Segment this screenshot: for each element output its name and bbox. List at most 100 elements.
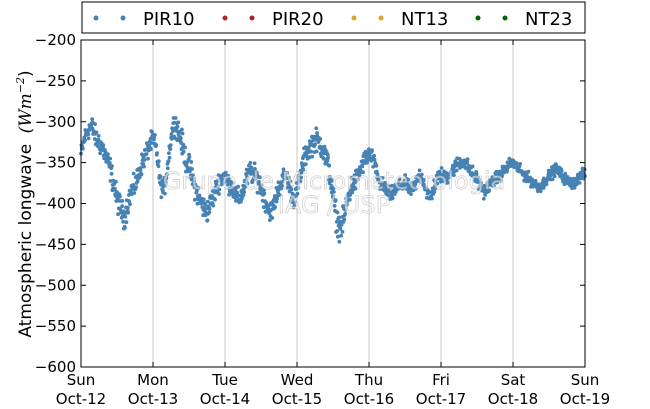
pir10-point [86, 132, 91, 137]
pir10-point [298, 179, 303, 184]
pir10-point [252, 161, 257, 166]
pir10-point [335, 229, 339, 233]
legend-label-nt23: NT23 [525, 9, 572, 30]
x-tick-label-day: Thu [354, 371, 383, 389]
legend-marker-pir20-b [249, 15, 255, 21]
pir10-point [168, 143, 173, 148]
pir10-point [439, 166, 444, 170]
pir10-point [248, 161, 253, 165]
x-tick-label-day: Wed [281, 371, 314, 389]
pir10-point [189, 160, 194, 164]
pir10-point [301, 167, 306, 172]
pir10-point [500, 174, 504, 178]
y-tick-label: −300 [35, 113, 76, 131]
pir10-point [118, 194, 122, 199]
pir10-point [458, 166, 462, 170]
pir10-point [106, 152, 110, 157]
legend-marker-pir20-a [222, 15, 228, 21]
pir10-point [336, 234, 340, 239]
pir10-point [512, 165, 516, 170]
pir10-point [477, 177, 481, 182]
pir10-point [541, 186, 546, 190]
data-points [79, 116, 587, 244]
pir10-point [132, 191, 137, 195]
pir10-point [367, 153, 372, 158]
pir10-point [400, 186, 405, 191]
pir10-point [433, 186, 438, 191]
pir10-point [242, 190, 247, 195]
legend-entry-nt23: NT23 [475, 9, 572, 30]
legend-marker-nt23-a [475, 15, 481, 21]
pir10-point [262, 191, 267, 196]
pir10-point [343, 212, 347, 216]
pir10-point [205, 199, 210, 204]
pir10-point [533, 179, 538, 183]
legend: PIR10 PIR20 NT13 NT23 [81, 1, 586, 34]
pir10-point [340, 230, 345, 234]
pir10-point [192, 197, 197, 202]
pir10-point [454, 168, 459, 173]
pir10-point [353, 186, 358, 191]
pir10-point [159, 195, 164, 200]
pir10-point [110, 164, 114, 168]
legend-marker-nt13-b [378, 15, 384, 21]
pir10-point [185, 165, 190, 170]
pir10-point [164, 176, 169, 180]
pir10-point [417, 168, 422, 173]
pir10-point [552, 174, 557, 179]
pir10-point [226, 176, 231, 181]
pir10-point [109, 171, 114, 176]
pir10-point [303, 162, 308, 167]
pir10-point [293, 200, 297, 205]
pir10-point [526, 169, 531, 174]
x-grid [152, 40, 514, 367]
pir10-point [377, 175, 382, 180]
pir10-point [120, 204, 124, 209]
pir10-point [315, 131, 319, 135]
pir10-point [245, 175, 250, 179]
pir10-point [249, 165, 254, 170]
pir10-point [153, 133, 157, 137]
x-tick-label-date: Oct-14 [200, 390, 250, 408]
pir10-point [559, 168, 564, 173]
pir10-point [203, 203, 208, 207]
pir10-point [396, 180, 401, 185]
pir10-point [337, 215, 341, 220]
pir10-point [565, 174, 570, 179]
pir10-point [318, 137, 323, 141]
pir10-point [348, 193, 352, 197]
pir10-point [163, 191, 167, 196]
pir10-point [123, 225, 127, 230]
pir10-point [149, 147, 153, 152]
pir10-point [230, 181, 235, 185]
pir10-point [134, 185, 139, 190]
x-tick-label-date: Oct-17 [416, 390, 466, 408]
y-tick-label: −400 [35, 195, 76, 213]
pir10-point [481, 196, 486, 201]
pir10-point [325, 158, 330, 163]
pir10-point [452, 173, 456, 178]
pir10-point [121, 219, 126, 224]
x-tick-label-date: Oct-15 [272, 390, 322, 408]
pir10-point [255, 173, 260, 178]
pir10-point [128, 202, 132, 207]
pir10-point [397, 177, 402, 182]
pir10-point [131, 171, 136, 176]
pir10-point [142, 164, 146, 169]
x-tick-label-date: Oct-12 [56, 390, 106, 408]
pir10-point [295, 191, 300, 196]
y-tick-label: −500 [35, 276, 76, 294]
pir10-point [492, 180, 497, 185]
pir10-point [236, 184, 241, 189]
pir10-point [568, 176, 573, 181]
pir10-point [326, 155, 330, 160]
pir10-point [404, 180, 409, 185]
pir10-point [538, 189, 543, 194]
pir10-point [207, 210, 212, 215]
pir10-point [370, 148, 374, 153]
pir10-point [83, 138, 87, 143]
pir10-point [514, 161, 519, 166]
pir10-point [163, 183, 168, 188]
pir10-point [342, 217, 347, 222]
